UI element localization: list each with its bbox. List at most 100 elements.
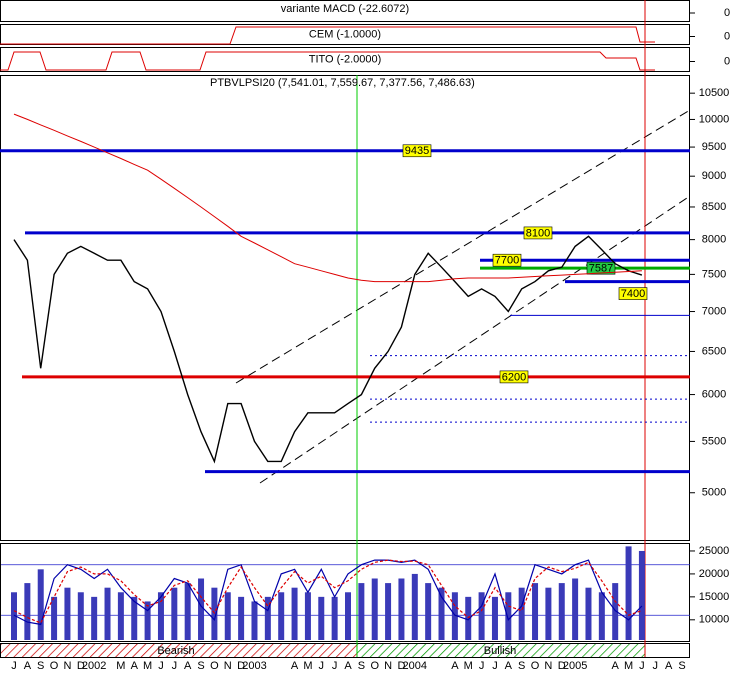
- x-tick-label: S: [358, 660, 365, 672]
- x-tick-label: M: [464, 660, 473, 672]
- volume-bar: [224, 592, 231, 640]
- x-tick-label: M: [303, 660, 312, 672]
- x-tick-label: A: [665, 660, 673, 672]
- y-tick-label: 6500: [702, 345, 726, 357]
- volume-bar: [291, 587, 298, 640]
- x-tick-label: D: [397, 660, 405, 672]
- x-tick-label: J: [172, 660, 178, 672]
- volume-bar: [318, 596, 325, 640]
- y-tick-label: 10500: [699, 87, 730, 99]
- x-tick-label: A: [344, 660, 352, 672]
- level-label: 7700: [495, 255, 519, 267]
- price-line: [13, 235, 643, 464]
- level-box: [523, 226, 553, 240]
- x-tick-label: J: [492, 660, 498, 672]
- y-tick-label: 6000: [702, 388, 726, 400]
- y-tick-label: 0: [724, 55, 730, 67]
- y-tick-label: 7500: [702, 268, 726, 280]
- x-tick-label: O: [210, 660, 219, 672]
- y-tick-label: 8000: [702, 234, 726, 246]
- level-label: 7400: [621, 288, 645, 300]
- x-tick-label: J: [158, 660, 164, 672]
- volume-bar: [598, 592, 605, 640]
- volume-bar: [238, 596, 245, 640]
- y-tick-label: 8500: [702, 201, 726, 213]
- volume-bar: [278, 592, 285, 640]
- volume-bar: [24, 583, 31, 640]
- x-tick-label: S: [37, 660, 44, 672]
- volume-bar: [171, 587, 178, 640]
- stochastic-line: [13, 559, 643, 626]
- x-tick-label: D: [237, 660, 245, 672]
- level-label: 8100: [526, 227, 550, 239]
- volume-bar: [478, 592, 485, 640]
- tito-line: [0, 51, 655, 71]
- level-label: 9435: [405, 145, 429, 157]
- x-tick-label: D: [77, 660, 85, 672]
- volume-bar: [91, 596, 98, 640]
- x-tick-label: J: [332, 660, 338, 672]
- level-label: 6200: [502, 371, 526, 383]
- regime-label: Bearish: [157, 645, 194, 657]
- x-tick-label: 2005: [563, 660, 587, 672]
- x-tick-label: J: [653, 660, 659, 672]
- x-tick-label: N: [544, 660, 552, 672]
- volume-bar: [117, 592, 124, 640]
- y-tick-label: 5500: [702, 435, 726, 447]
- volume-bar: [532, 583, 539, 640]
- x-tick-label: A: [505, 660, 513, 672]
- volume-bar: [585, 587, 592, 640]
- y-tick-label: 9000: [702, 170, 726, 182]
- x-tick-label: N: [63, 660, 71, 672]
- frames: [0, 0, 690, 658]
- level-box: [586, 261, 616, 275]
- x-tick-label: M: [624, 660, 633, 672]
- x-tick-label: N: [384, 660, 392, 672]
- trend-line: [259, 195, 691, 484]
- volume-bar: [518, 587, 525, 640]
- y-tick-label: 10000: [699, 614, 730, 626]
- bullish-band: [357, 644, 645, 657]
- volume-bar: [505, 592, 512, 640]
- level-box: [492, 253, 522, 267]
- x-tick-label: N: [224, 660, 232, 672]
- volume-bar: [411, 573, 418, 640]
- x-tick-label: J: [11, 660, 17, 672]
- y-tick-label: 9500: [702, 141, 726, 153]
- volume-bar: [64, 587, 71, 640]
- y-tick-label: 0: [724, 30, 730, 42]
- x-tick-label: J: [639, 660, 645, 672]
- volume-bar: [144, 601, 151, 640]
- x-tick-label: A: [131, 660, 139, 672]
- level-box: [402, 144, 432, 158]
- volume-bar: [385, 583, 392, 640]
- y-tick-label: 5000: [702, 487, 726, 499]
- volume-bar: [425, 583, 432, 640]
- moving-average: [13, 113, 642, 283]
- volume-bar: [264, 596, 271, 640]
- volume-bar: [371, 578, 378, 640]
- plot: PTBVLPSI20 (7,541.01, 7,559.67, 7,377.56…: [0, 3, 730, 672]
- volume-bar: [51, 596, 58, 640]
- level-box: [499, 370, 529, 384]
- volume-bar: [251, 601, 258, 640]
- x-tick-label: M: [116, 660, 125, 672]
- volume-bar: [358, 583, 365, 640]
- x-tick-label: A: [451, 660, 459, 672]
- y-tick-label: 0: [724, 7, 730, 19]
- x-tick-label: 2004: [403, 660, 427, 672]
- x-tick-label: A: [291, 660, 299, 672]
- y-tick-label: 25000: [699, 545, 730, 557]
- volume-bar: [37, 569, 44, 640]
- x-tick-label: S: [678, 660, 685, 672]
- volume-bar: [451, 592, 458, 640]
- x-tick-label: 2003: [242, 660, 266, 672]
- volume-bar: [211, 587, 218, 640]
- indicator-title: variante MACD (-22.6072): [281, 3, 409, 15]
- trend-line: [235, 109, 691, 384]
- x-tick-label: J: [319, 660, 325, 672]
- x-tick-label: O: [50, 660, 59, 672]
- volume-bar: [612, 583, 619, 640]
- y-tick-label: 7000: [702, 305, 726, 317]
